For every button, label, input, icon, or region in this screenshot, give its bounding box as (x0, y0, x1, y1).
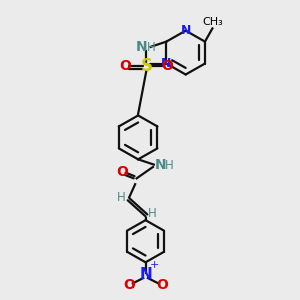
Text: O: O (123, 278, 135, 292)
Text: N: N (154, 158, 166, 172)
Text: O: O (116, 166, 128, 179)
Text: N: N (161, 57, 172, 70)
Text: O: O (156, 278, 168, 292)
Text: +: + (150, 260, 159, 270)
Text: O: O (161, 59, 173, 74)
Text: O: O (120, 59, 132, 74)
Text: ⁻: ⁻ (127, 283, 135, 298)
Text: H: H (117, 191, 125, 204)
Text: S: S (140, 58, 152, 76)
Text: CH₃: CH₃ (202, 17, 224, 27)
Text: N: N (181, 24, 191, 37)
Text: H: H (148, 207, 157, 220)
Text: N: N (139, 267, 152, 282)
Text: H: H (146, 41, 155, 54)
Text: N: N (135, 40, 147, 55)
Text: H: H (165, 159, 174, 172)
